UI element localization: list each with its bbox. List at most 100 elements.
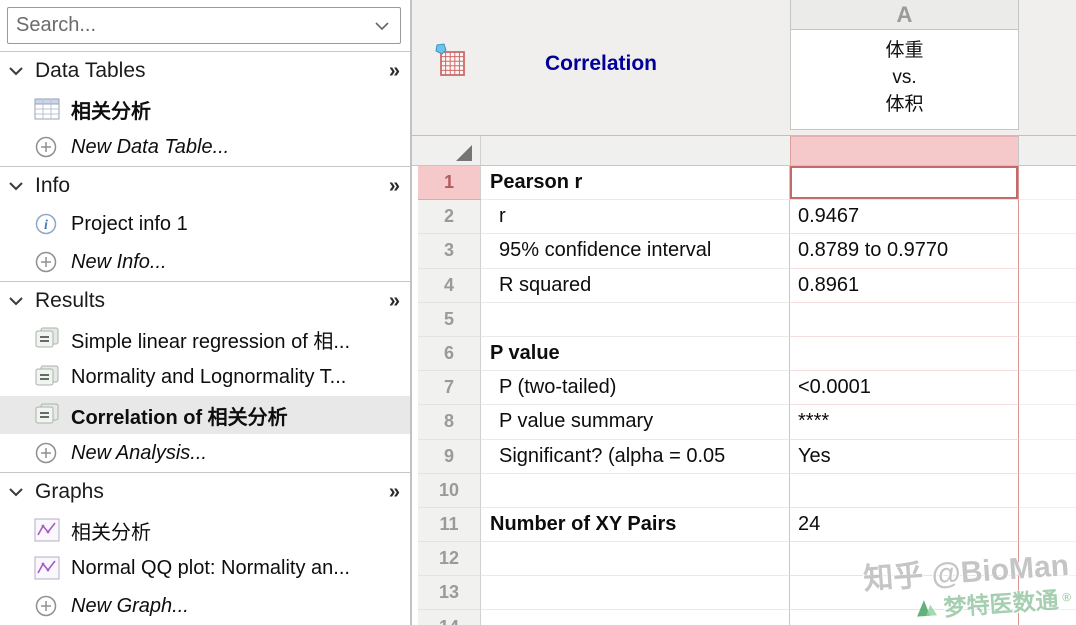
column-title-cell[interactable]: 体重 vs. 体积 bbox=[790, 30, 1019, 130]
sidebar-item-data-table[interactable]: 相关分析 bbox=[0, 90, 410, 128]
chevron-down-icon[interactable] bbox=[8, 181, 35, 191]
results-sheet-icon bbox=[34, 365, 62, 389]
row-label-cell[interactable]: P value summary bbox=[481, 405, 790, 440]
row-number[interactable]: 5 bbox=[418, 302, 481, 337]
section-overflow-button[interactable]: » bbox=[388, 480, 400, 503]
value-cell[interactable] bbox=[790, 610, 1019, 625]
column-header-a[interactable]: A bbox=[790, 0, 1019, 30]
graph-icon bbox=[34, 556, 62, 580]
row-label-cell[interactable] bbox=[481, 542, 790, 577]
section-overflow-button[interactable]: » bbox=[388, 59, 400, 82]
section-header-graphs[interactable]: Graphs » bbox=[0, 473, 410, 511]
section-label: Graphs bbox=[35, 480, 104, 503]
row-label-cell[interactable]: Pearson r bbox=[481, 166, 790, 201]
row-label-cell[interactable]: P value bbox=[481, 336, 790, 372]
sheet-title: Correlation bbox=[544, 52, 657, 75]
sidebar-item-new-info[interactable]: New Info... bbox=[0, 243, 410, 281]
search-dropdown-icon[interactable] bbox=[374, 18, 390, 36]
value-cell[interactable] bbox=[790, 542, 1019, 577]
corner-triangle-icon bbox=[456, 145, 472, 161]
value-cell[interactable]: 0.8789 to 0.9770 bbox=[790, 234, 1019, 269]
row-number[interactable]: 14 bbox=[418, 610, 481, 625]
sidebar-item-project-info[interactable]: i Project info 1 bbox=[0, 205, 410, 243]
plus-icon bbox=[34, 135, 62, 159]
navigator-sidebar: Data Tables » 相关分析 Ne bbox=[0, 0, 412, 625]
row-number[interactable]: 8 bbox=[418, 405, 481, 440]
row-label-cell[interactable] bbox=[481, 473, 790, 508]
row-number[interactable]: 10 bbox=[418, 473, 481, 508]
section-overflow-button[interactable]: » bbox=[388, 174, 400, 197]
table-row: 6 P value bbox=[412, 336, 1076, 372]
table-row: 10 bbox=[412, 473, 1076, 508]
row-label-cell[interactable]: 95% confidence interval bbox=[481, 234, 790, 269]
sidebar-item-graph-correlation[interactable]: 相关分析 bbox=[0, 511, 410, 549]
row-label-cell[interactable]: R squared bbox=[481, 268, 790, 303]
row-number[interactable]: 4 bbox=[418, 268, 481, 303]
sidebar-item-label: 相关分析 bbox=[71, 100, 151, 123]
row-number[interactable]: 12 bbox=[418, 542, 481, 577]
grid-header-strip bbox=[412, 135, 1076, 166]
section-overflow-button[interactable]: » bbox=[388, 289, 400, 312]
data-table-icon bbox=[34, 98, 62, 120]
value-cell[interactable] bbox=[790, 473, 1019, 508]
value-cell[interactable]: 24 bbox=[790, 507, 1019, 543]
row-label-cell[interactable]: Significant? (alpha = 0.05 bbox=[481, 439, 790, 474]
row-label-cell[interactable]: Number of XY Pairs bbox=[481, 507, 790, 543]
row-number[interactable]: 1 bbox=[418, 166, 481, 201]
plus-icon bbox=[34, 594, 62, 618]
row-label-cell[interactable] bbox=[481, 576, 790, 611]
row-label-cell[interactable] bbox=[481, 302, 790, 337]
row-number[interactable]: 7 bbox=[418, 371, 481, 406]
table-row: 13 bbox=[412, 576, 1076, 611]
row-number[interactable]: 2 bbox=[418, 200, 481, 235]
sidebar-item-graph-qq-plot[interactable]: Normal QQ plot: Normality an... bbox=[0, 549, 410, 587]
section-label: Info bbox=[35, 174, 71, 197]
chevron-down-icon[interactable] bbox=[8, 296, 35, 306]
row-label-cell[interactable]: P (two-tailed) bbox=[481, 371, 790, 406]
value-cell[interactable] bbox=[790, 336, 1019, 372]
section-header-data-tables[interactable]: Data Tables » bbox=[0, 52, 410, 90]
sidebar-item-result-normality[interactable]: Normality and Lognormality T... bbox=[0, 358, 410, 396]
table-row: 12 bbox=[412, 542, 1076, 577]
table-row: 14 bbox=[412, 610, 1076, 625]
plus-icon bbox=[34, 250, 62, 274]
value-cell[interactable] bbox=[790, 302, 1019, 337]
sidebar-item-new-analysis[interactable]: New Analysis... bbox=[0, 434, 410, 472]
sidebar-item-result-correlation[interactable]: Correlation of 相关分析 bbox=[0, 396, 410, 434]
sidebar-item-label: Project info 1 bbox=[71, 212, 188, 235]
column-title-line: vs. bbox=[892, 67, 917, 88]
row-number[interactable]: 3 bbox=[418, 234, 481, 269]
search-input[interactable] bbox=[7, 7, 401, 44]
results-grid: 1 Pearson r 2 r 0.9467 3 95% confidence … bbox=[412, 166, 1076, 625]
value-cell-selected[interactable] bbox=[790, 166, 1019, 201]
value-cell[interactable]: 0.9467 bbox=[790, 200, 1019, 235]
section-header-results[interactable]: Results » bbox=[0, 282, 410, 320]
sidebar-item-label: 相关分析 bbox=[71, 521, 151, 544]
row-number[interactable]: 6 bbox=[418, 336, 481, 372]
value-cell[interactable]: 0.8961 bbox=[790, 268, 1019, 303]
value-cell[interactable]: <0.0001 bbox=[790, 371, 1019, 406]
chevron-down-icon[interactable] bbox=[8, 487, 35, 497]
sidebar-item-result-linear-regression[interactable]: Simple linear regression of 相... bbox=[0, 320, 410, 358]
row-number[interactable]: 11 bbox=[418, 507, 481, 543]
selected-column-band[interactable] bbox=[790, 136, 1019, 165]
row-label-cell[interactable]: r bbox=[481, 200, 790, 235]
sidebar-item-label: Normal QQ plot: Normality an... bbox=[71, 556, 350, 579]
section-header-info[interactable]: Info » bbox=[0, 167, 410, 205]
value-cell[interactable]: Yes bbox=[790, 439, 1019, 474]
sidebar-item-label: New Data Table... bbox=[71, 135, 230, 158]
value-cell[interactable]: **** bbox=[790, 405, 1019, 440]
sidebar-item-label: Normality and Lognormality T... bbox=[71, 365, 347, 388]
sidebar-divider bbox=[0, 281, 410, 282]
value-cell[interactable] bbox=[790, 576, 1019, 611]
chevron-down-icon[interactable] bbox=[8, 66, 35, 76]
row-label-cell[interactable] bbox=[481, 610, 790, 625]
sidebar-divider bbox=[0, 166, 410, 167]
select-all-corner[interactable] bbox=[418, 136, 481, 165]
row-number[interactable]: 9 bbox=[418, 439, 481, 474]
sidebar-item-new-data-table[interactable]: New Data Table... bbox=[0, 128, 410, 166]
sidebar-item-label: Correlation of 相关分析 bbox=[71, 406, 288, 429]
table-row: 8 P value summary **** bbox=[412, 405, 1076, 440]
row-number[interactable]: 13 bbox=[418, 576, 481, 611]
sidebar-item-new-graph[interactable]: New Graph... bbox=[0, 587, 410, 625]
